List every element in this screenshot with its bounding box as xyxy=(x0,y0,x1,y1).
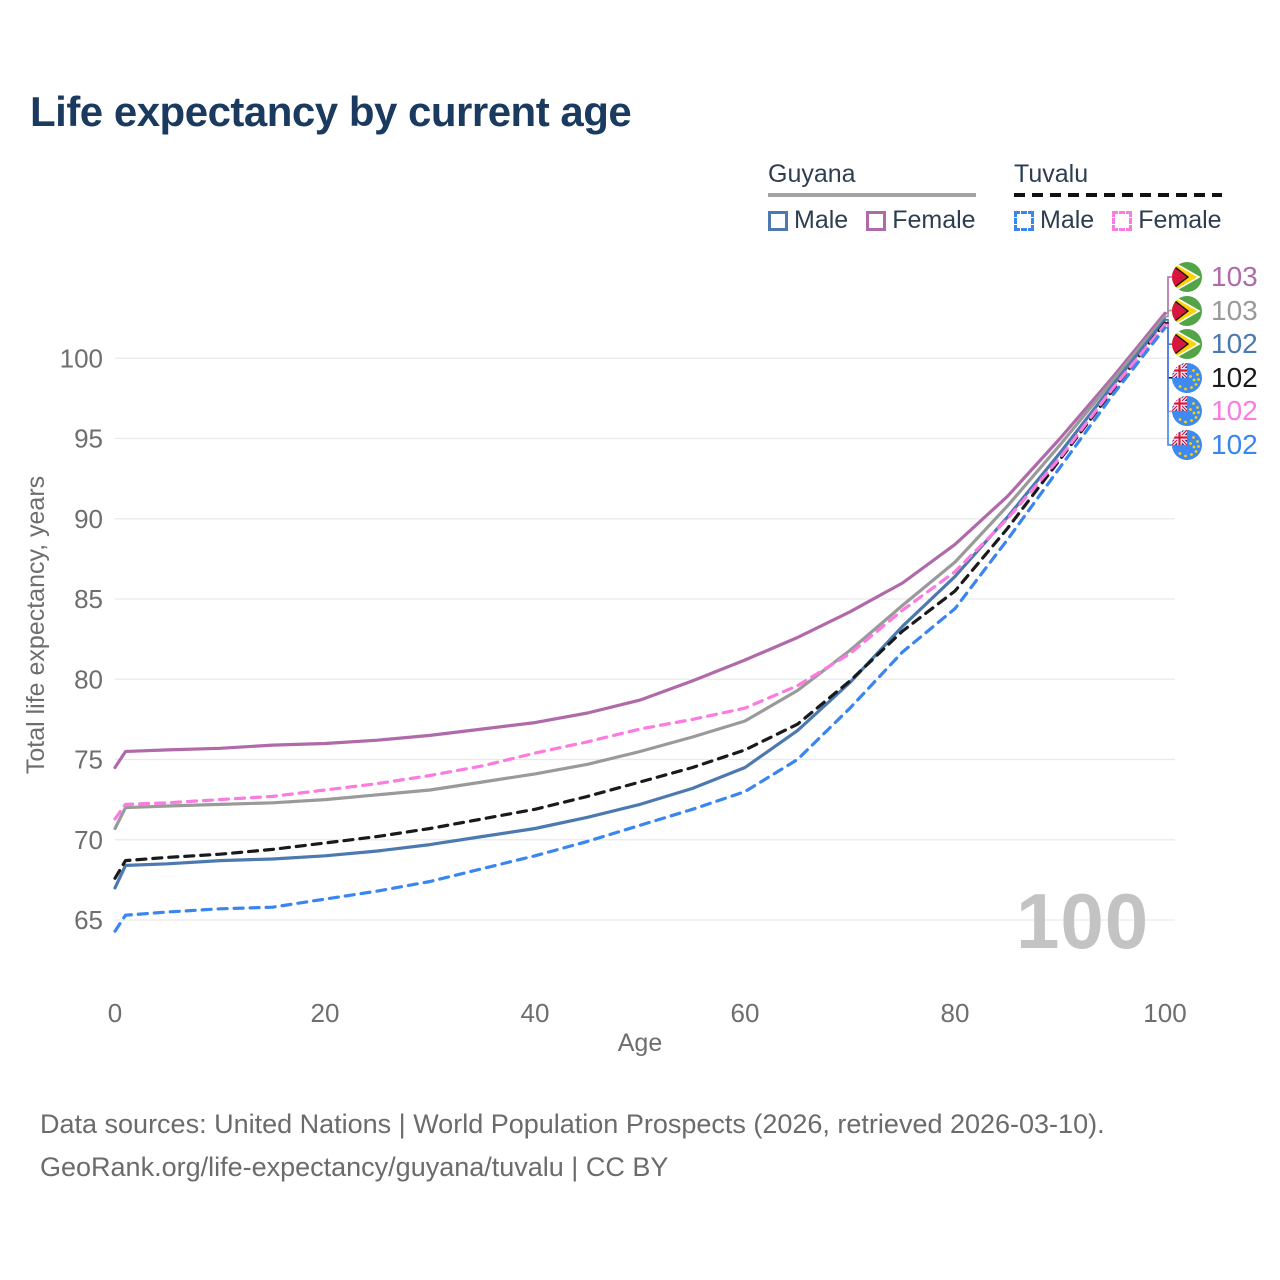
page-title: Life expectancy by current age xyxy=(30,88,632,135)
x-tick-label: 40 xyxy=(521,998,550,1028)
x-tick-label: 20 xyxy=(311,998,340,1028)
y-tick-label: 70 xyxy=(74,825,103,855)
end-label-tuvalu-female: 102 xyxy=(1172,395,1258,427)
legend-item-tuvalu-male[interactable]: Male xyxy=(1014,206,1094,235)
y-tick-label: 90 xyxy=(74,504,103,534)
end-value: 102 xyxy=(1211,395,1258,427)
legend-item-guyana-female[interactable]: Female xyxy=(866,206,976,235)
end-label-tuvalu-both-sexes: 102 xyxy=(1172,361,1258,393)
series-line-tuvalu-both-sexes xyxy=(113,321,1167,880)
legend-item-tuvalu-female[interactable]: Female xyxy=(1112,206,1222,235)
y-tick-label: 65 xyxy=(74,905,103,935)
data-sources: Data sources: United Nations | World Pop… xyxy=(40,1103,1105,1189)
y-tick-label: 85 xyxy=(74,584,103,614)
legend-country-tuvalu: Tuvalu xyxy=(1014,160,1089,188)
footer-line1: Data sources: United Nations | World Pop… xyxy=(40,1109,1105,1139)
series-line-tuvalu-female xyxy=(113,322,1167,821)
end-label-guyana-both-sexes: 103 xyxy=(1172,294,1258,326)
series-line-guyana-female xyxy=(113,311,1167,770)
tuvalu-male-swatch-icon xyxy=(1014,210,1034,231)
y-tick-label: 75 xyxy=(74,745,103,775)
x-axis-title: Age xyxy=(618,1029,662,1057)
end-value: 103 xyxy=(1211,294,1258,326)
end-label-tuvalu-male: 102 xyxy=(1172,430,1258,460)
legend-group-guyana: Guyana Male Female xyxy=(768,160,976,235)
series-line-guyana-both-sexes xyxy=(113,314,1167,831)
end-value: 102 xyxy=(1211,328,1258,360)
legend-item-label: Male xyxy=(794,206,849,234)
x-tick-label: 0 xyxy=(108,998,122,1028)
legend-item-label: Female xyxy=(1138,206,1222,234)
end-value: 102 xyxy=(1211,361,1258,393)
end-label-connector xyxy=(1165,276,1174,315)
end-label-connector xyxy=(1165,326,1174,446)
legend-country-guyana: Guyana xyxy=(768,160,856,188)
y-tick-label: 80 xyxy=(74,664,103,694)
legend-item-label: Female xyxy=(892,206,976,234)
end-value: 102 xyxy=(1211,429,1258,460)
end-label-connector xyxy=(1165,309,1174,318)
tuvalu-flag-icon xyxy=(1172,362,1202,393)
guyana-flag-icon xyxy=(1172,295,1202,326)
tuvalu-female-swatch-icon xyxy=(1112,210,1133,231)
footer-line2: GeoRank.org/life-expectancy/guyana/tuval… xyxy=(40,1152,669,1182)
guyana-female-swatch-icon xyxy=(866,210,887,231)
guyana-line-style-underline xyxy=(768,193,976,197)
end-value: 103 xyxy=(1211,261,1258,292)
y-tick-label: 95 xyxy=(74,424,103,454)
tuvalu-flag-icon xyxy=(1172,430,1202,460)
guyana-flag-icon xyxy=(1172,262,1202,292)
x-tick-label: 60 xyxy=(731,998,760,1028)
x-tick-label: 100 xyxy=(1143,998,1186,1028)
y-tick-label: 100 xyxy=(60,343,103,373)
tuvalu-line-style-underline xyxy=(1014,193,1222,197)
y-axis-title: Total life expectancy, years xyxy=(22,476,50,774)
end-label-guyana-male: 102 xyxy=(1172,328,1258,360)
tuvalu-flag-icon xyxy=(1172,396,1202,427)
series-line-tuvalu-male xyxy=(113,326,1167,933)
end-label-guyana-female: 103 xyxy=(1172,262,1258,292)
legend-group-tuvalu: Tuvalu Male Female xyxy=(1014,160,1222,235)
legend-item-label: Male xyxy=(1040,206,1095,234)
guyana-male-swatch-icon xyxy=(768,210,788,231)
current-age-watermark: 100 xyxy=(1016,877,1150,965)
legend-item-guyana-male[interactable]: Male xyxy=(768,206,848,235)
x-tick-label: 80 xyxy=(941,998,970,1028)
guyana-flag-icon xyxy=(1172,329,1202,360)
